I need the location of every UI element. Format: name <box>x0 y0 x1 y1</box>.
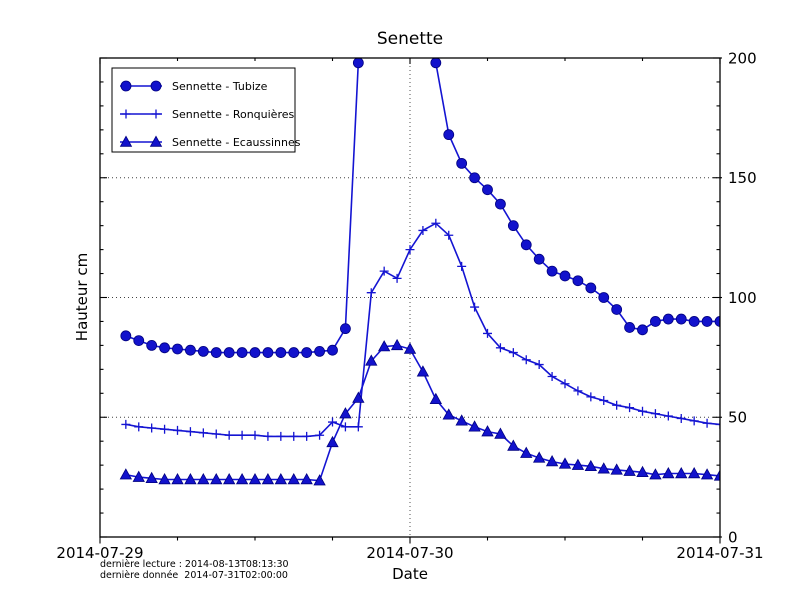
tick-labels: 0 50 100 150 200 2014-07-29 2014-07-30 2014-07-… <box>56 49 763 562</box>
series-sennette-tubize <box>120 58 720 358</box>
y-tick-label-50: 50 <box>728 409 747 427</box>
gridlines <box>100 58 720 537</box>
footnote-last-data: dernière donnée 2014-07-31T02:00:00 <box>100 569 288 581</box>
series-markers-sennette-ecaussinnes <box>119 338 720 486</box>
legend: Sennette - Tubize Sennette - Ronquières Se… <box>111 67 301 153</box>
series-markers-sennette-ronqui-res <box>121 218 720 441</box>
legend-entry-3: Sennette - Ecaussinnes <box>119 135 301 149</box>
y-tick-label-100: 100 <box>728 289 757 307</box>
x-tick-label-2014-07-31: 2014-07-31 <box>676 544 763 562</box>
series-markers-sennette-tubize <box>120 58 720 358</box>
legend-entry-2: Sennette - Ronquières <box>120 108 294 121</box>
series-line-sennette-tubize <box>125 58 720 354</box>
series-sennette-ronqui-res <box>121 218 720 441</box>
legend-label: Sennette - Tubize <box>172 80 268 93</box>
legend-label: Sennette - Ronquières <box>172 108 294 121</box>
x-axis-label: Date <box>392 565 428 583</box>
chart-title: Senette <box>376 29 444 49</box>
y-tick-label-0: 0 <box>728 528 738 546</box>
legend-entry-1: Sennette - Tubize <box>120 80 268 93</box>
axes-spines <box>99 57 721 538</box>
y-axis-label: Hauteur cm <box>73 252 91 342</box>
legend-label: Sennette - Ecaussinnes <box>172 136 301 149</box>
legend-box <box>111 67 296 153</box>
x-tick-label-2014-07-29: 2014-07-29 <box>56 544 143 562</box>
x-tick-label-2014-07-30: 2014-07-30 <box>366 544 453 562</box>
y-tick-label-150: 150 <box>728 169 757 187</box>
footnote-block: dernière lecture : 2014-08-13T08:13:30 de… <box>100 559 289 581</box>
series-sennette-ecaussinnes <box>119 338 720 486</box>
series-group <box>119 58 720 486</box>
footnote-last-reading: dernière lecture : 2014-08-13T08:13:30 <box>100 559 289 570</box>
y-tick-label-200: 200 <box>728 49 757 67</box>
